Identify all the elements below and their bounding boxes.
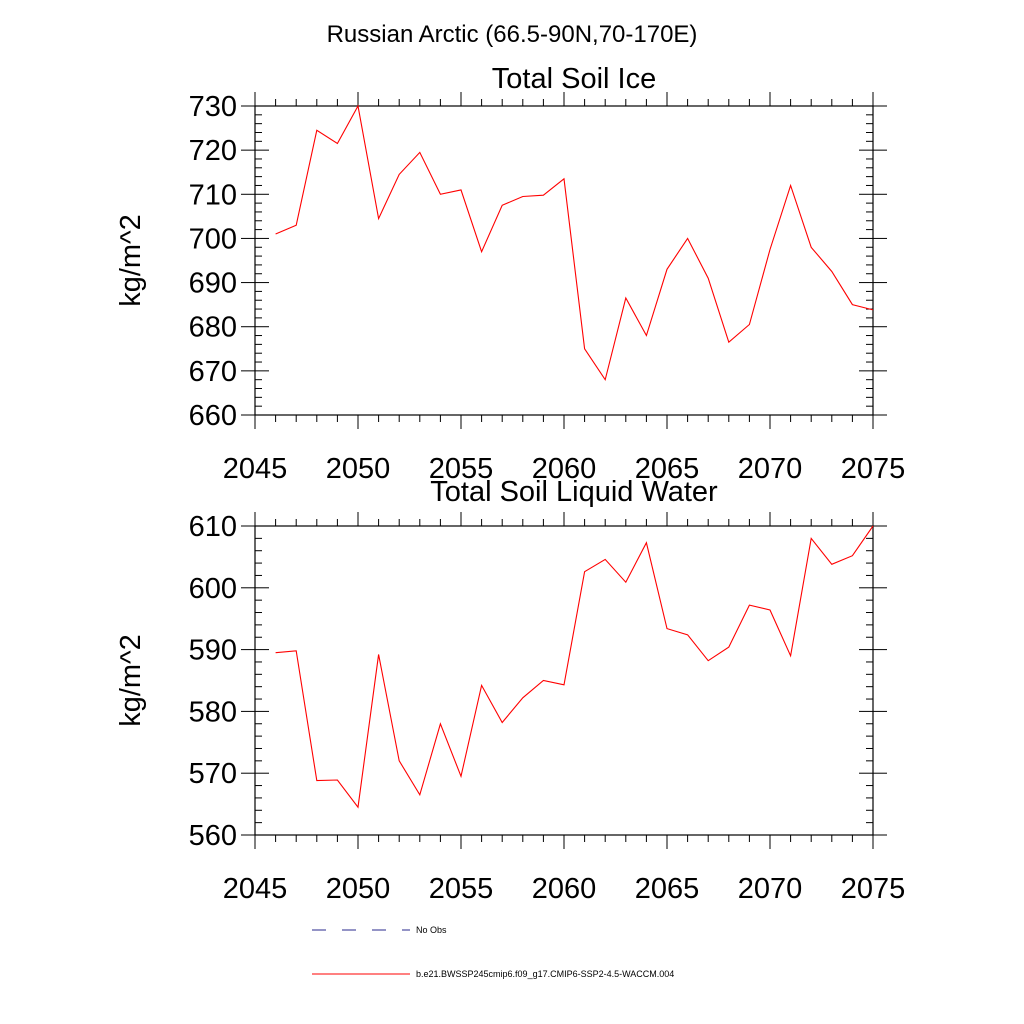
soil-liquid-water-panel: Total Soil Liquid Water kg/m^2 2045 2050 205… [115,476,905,905]
soil-ice-series-line [275,104,874,382]
soil-ice-y-axis-label: kg/m^2 [115,214,147,307]
soil-liquid-water-y-tick-label: 590 [189,635,237,667]
soil-ice-y-tick-label: 660 [189,400,237,432]
legend: No Obs b.e21.BWSSP245cmip6.f09_g17.CMIP6… [312,925,674,979]
soil-liquid-water-y-tick-label: 580 [189,696,237,728]
soil-liquid-water-y-tick-label: 610 [189,511,237,543]
soil-liquid-water-x-tick-label: 2050 [326,873,391,905]
figure-suptitle: Russian Arctic (66.5-90N,70-170E) [327,21,698,48]
legend-model-label: b.e21.BWSSP245cmip6.f09_g17.CMIP6-SSP2-4… [416,969,674,979]
soil-liquid-water-y-tick-label: 560 [189,820,237,852]
soil-ice-y-tick-label: 690 [189,268,237,300]
soil-liquid-water-series-line [275,525,874,809]
soil-ice-y-tick-label: 720 [189,135,237,167]
soil-liquid-water-y-tick-label: 570 [189,758,237,790]
soil-liquid-water-x-tick-label: 2060 [532,873,597,905]
soil-ice-x-tick-label: 2060 [532,453,597,485]
soil-liquid-water-y-tick-label: 600 [189,573,237,605]
soil-liquid-water-y-axis-label: kg/m^2 [115,634,147,727]
soil-ice-y-tick-label: 680 [189,312,237,344]
soil-ice-plot-frame [254,105,874,416]
soil-ice-panel: Total Soil Ice kg/m^2 2045 2050 2055 2060 2065… [115,63,905,485]
soil-liquid-water-x-tick-label: 2070 [738,873,803,905]
soil-liquid-water-x-tick-label: 2045 [223,873,288,905]
soil-liquid-water-x-tick-label: 2055 [429,873,494,905]
legend-no-obs-label: No Obs [416,925,447,935]
soil-ice-y-tick-label: 700 [189,223,237,255]
soil-ice-x-tick-label: 2045 [223,453,288,485]
soil-ice-y-tick-label: 670 [189,356,237,388]
soil-ice-title: Total Soil Ice [492,63,656,95]
soil-ice-x-tick-label: 2075 [841,453,906,485]
soil-liquid-water-plot-frame [254,525,874,836]
soil-ice-y-tick-label: 710 [189,179,237,211]
soil-liquid-water-x-tick-label: 2075 [841,873,906,905]
soil-liquid-water-title: Total Soil Liquid Water [430,476,718,508]
soil-ice-y-tick-label: 730 [189,91,237,123]
soil-liquid-water-x-tick-label: 2065 [635,873,700,905]
soil-ice-x-tick-label: 2065 [635,453,700,485]
soil-ice-x-tick-label: 2055 [429,453,494,485]
soil-ice-x-tick-label: 2070 [738,453,803,485]
soil-ice-x-tick-label: 2050 [326,453,391,485]
